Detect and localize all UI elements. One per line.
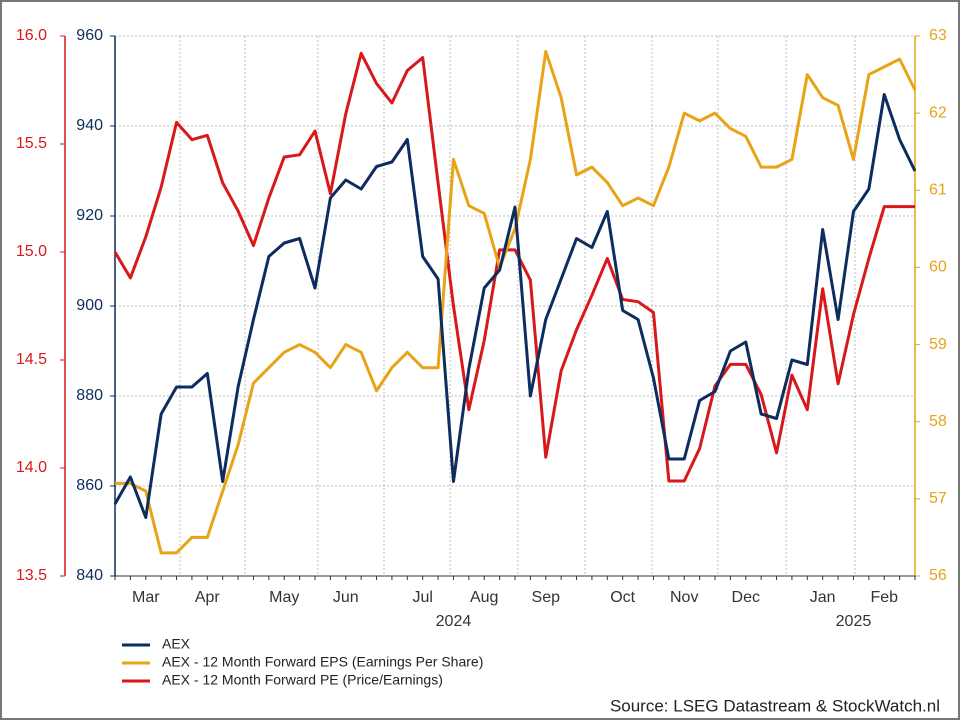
y-tick-label: 920 (76, 207, 103, 224)
x-tick-label: Mar (132, 589, 160, 606)
y2-tick-label: 57 (929, 490, 947, 507)
y3-tick-label: 14.0 (16, 459, 47, 476)
x-tick-label: Sep (532, 589, 561, 606)
y2-tick-label: 56 (929, 567, 947, 584)
x-tick-label: Jan (810, 589, 836, 606)
series-line (113, 93, 917, 519)
legend-label: AEX (162, 636, 191, 652)
y2-tick-label: 60 (929, 259, 947, 276)
y-tick-label: 940 (76, 117, 103, 134)
x-tick-label: Oct (610, 589, 635, 606)
x-tick-label: Jul (412, 589, 432, 606)
y2-tick-label: 59 (929, 336, 947, 353)
x-tick-label: Nov (670, 589, 698, 606)
y3-tick-label: 15.5 (16, 135, 47, 152)
y3-tick-label: 14.5 (16, 351, 47, 368)
year-label: 2025 (836, 613, 872, 630)
y-tick-label: 880 (76, 387, 103, 404)
y-tick-label: 860 (76, 477, 103, 494)
series-line (113, 51, 915, 483)
y2-tick-label: 58 (929, 413, 947, 430)
y2-tick-label: 63 (929, 27, 947, 44)
x-tick-label: Jun (333, 589, 359, 606)
y-tick-label: 900 (76, 297, 103, 314)
y3-tick-label: 15.0 (16, 243, 47, 260)
y-tick-label: 840 (76, 567, 103, 584)
source: Source: LSEG Datastream & StockWatch.nl (610, 696, 940, 715)
y3-tick-label: 16.0 (16, 27, 47, 44)
y-tick-label: 960 (76, 27, 103, 44)
y2-tick-label: 61 (929, 182, 947, 199)
series-line (115, 49, 917, 555)
y2-tick-label: 62 (929, 104, 947, 121)
x-tick-label: Dec (732, 589, 760, 606)
legend-label: AEX - 12 Month Forward EPS (Earnings Per… (162, 654, 483, 670)
y3-tick-label: 13.5 (16, 567, 47, 584)
x-tick-label: Feb (870, 589, 898, 606)
year-label: 2024 (436, 613, 472, 630)
x-tick-label: May (269, 589, 299, 606)
legend-label: AEX - 12 Month Forward PE (Price/Earning… (162, 672, 443, 688)
x-tick-label: Aug (470, 589, 498, 606)
x-tick-label: Apr (195, 589, 221, 606)
